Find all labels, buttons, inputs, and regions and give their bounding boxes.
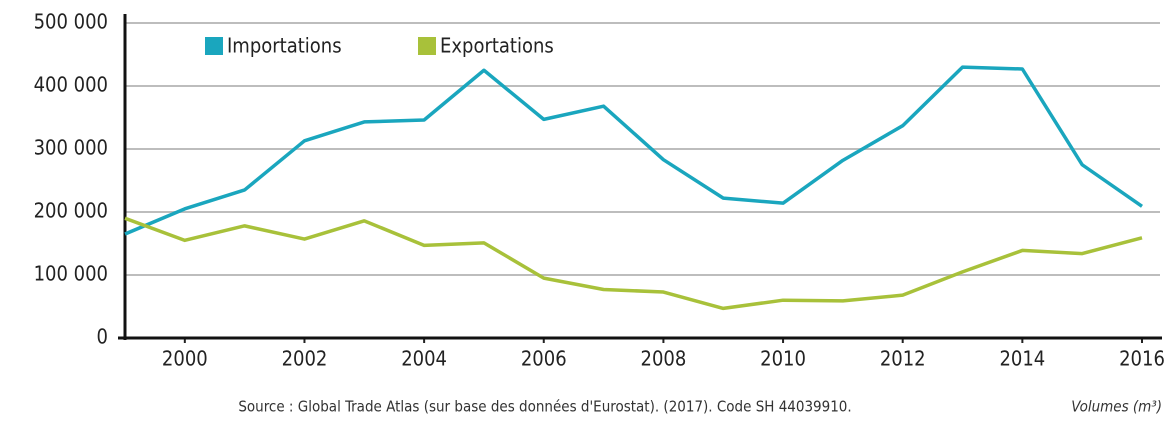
y-tick-label: 200 000 [34, 199, 108, 223]
x-tick-label: 2010 [760, 347, 806, 371]
y-tick-label: 300 000 [34, 136, 108, 160]
legend-label: Exportations [440, 34, 554, 58]
y-tick-label: 500 000 [34, 10, 108, 34]
legend-swatch [205, 37, 223, 55]
x-tick-label: 2004 [401, 347, 447, 371]
source-note: Source : Global Trade Atlas (sur base de… [238, 398, 851, 416]
x-tick-label: 2000 [162, 347, 208, 371]
unit-note: Volumes (m³) [1071, 398, 1162, 416]
y-tick-label: 100 000 [34, 262, 108, 286]
x-tick-label: 2002 [282, 347, 328, 371]
x-tick-label: 2016 [1119, 347, 1165, 371]
legend-label: Importations [227, 34, 342, 58]
x-tick-label: 2014 [999, 347, 1045, 371]
x-tick-label: 2008 [641, 347, 687, 371]
legend-swatch [418, 37, 436, 55]
x-tick-label: 2012 [880, 347, 926, 371]
y-tick-label: 0 [97, 325, 108, 349]
series-line [124, 216, 1143, 311]
y-tick-label: 400 000 [34, 73, 108, 97]
x-tick-label: 2006 [521, 347, 567, 371]
series-line [124, 65, 1143, 236]
